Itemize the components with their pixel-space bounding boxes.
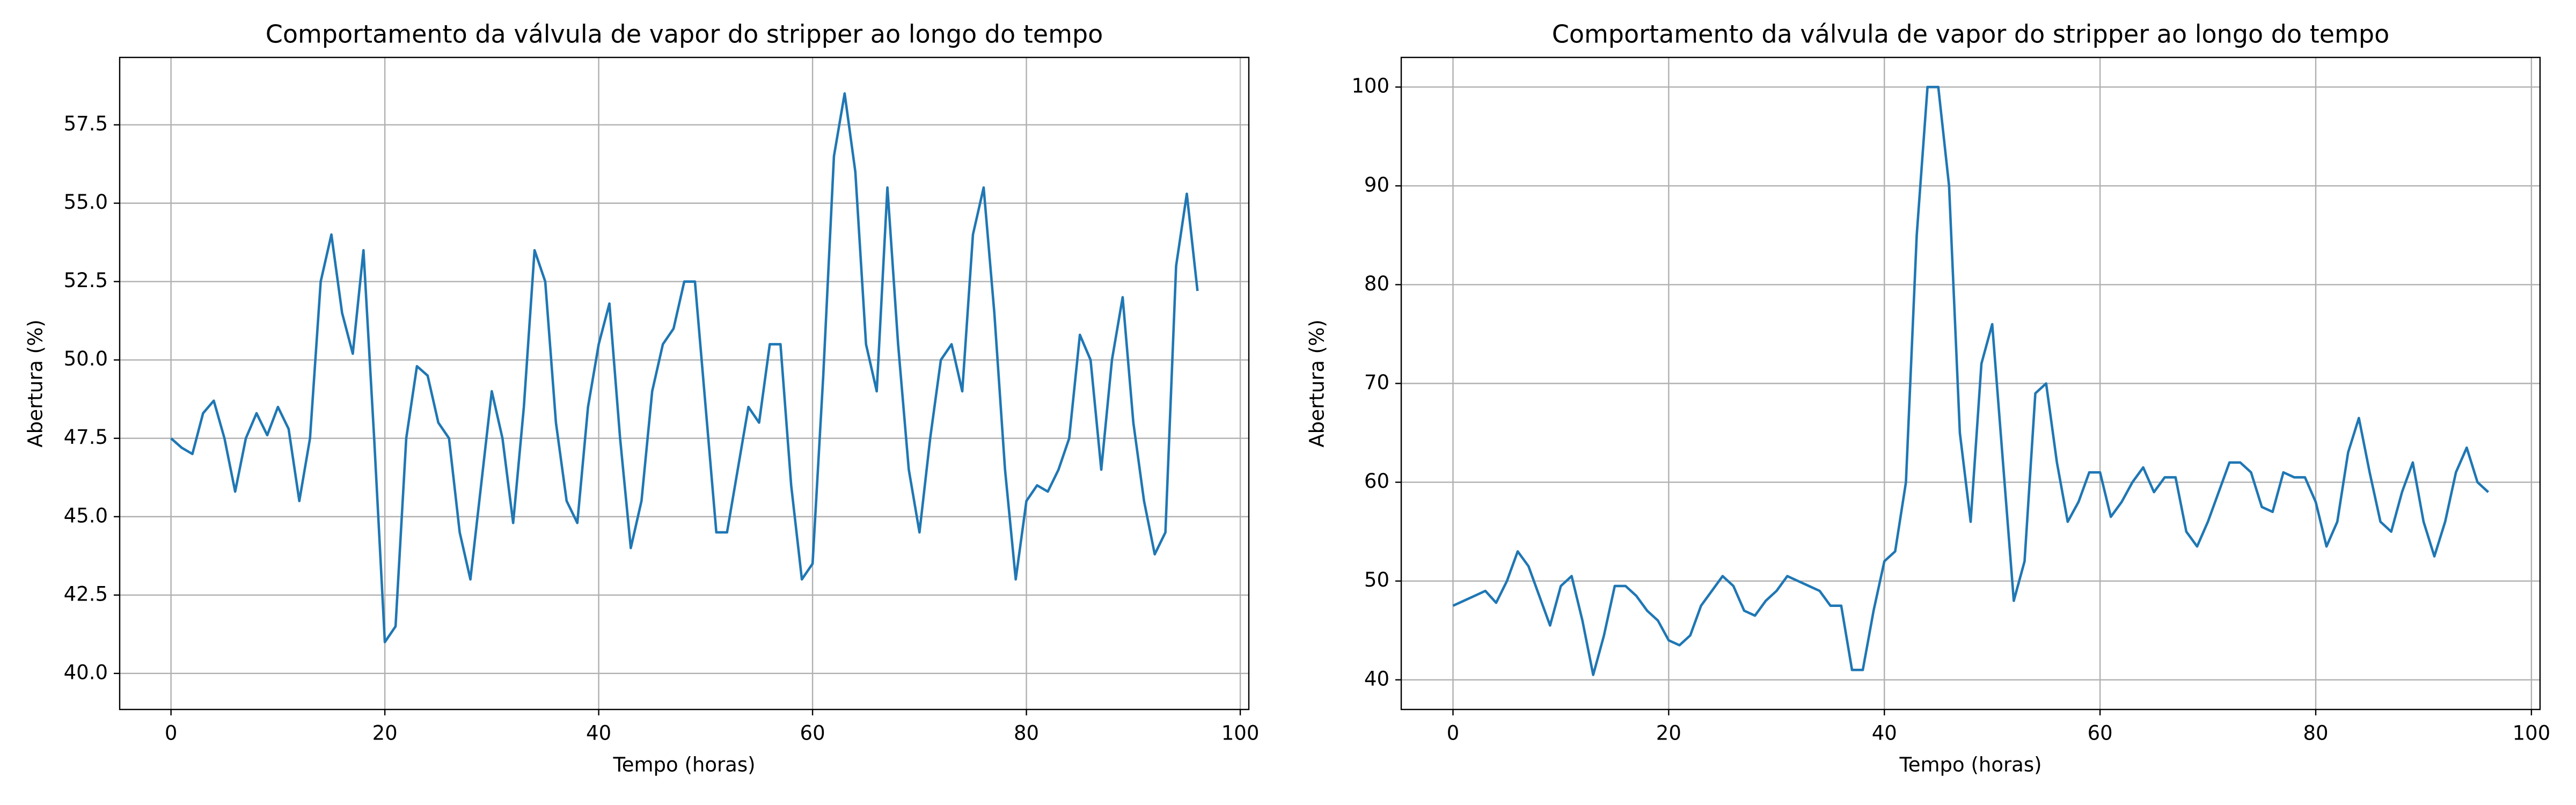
chart-title: Comportamento da válvula de vapor do str… xyxy=(266,20,1103,49)
y-axis-label: Abertura (%) xyxy=(24,319,47,447)
y-tick-label: 80 xyxy=(1364,272,1389,295)
x-tick-label: 0 xyxy=(1447,722,1460,745)
x-tick-label: 20 xyxy=(372,722,398,745)
x-tick-label: 100 xyxy=(2513,722,2551,745)
x-axis-label: Tempo (horas) xyxy=(1899,753,2041,777)
axes-frame xyxy=(1400,56,2541,711)
y-tick-label: 60 xyxy=(1364,470,1389,493)
y-tick-label: 40 xyxy=(1364,667,1389,690)
y-tick-label: 50 xyxy=(1364,568,1389,591)
y-tick-label: 52.5 xyxy=(64,269,108,292)
x-tick-label: 80 xyxy=(1014,722,1039,745)
y-tick-label: 47.5 xyxy=(64,426,108,449)
x-tick-label: 40 xyxy=(1872,722,1897,745)
x-tick-label: 40 xyxy=(586,722,611,745)
y-tick-label: 42.5 xyxy=(64,582,108,605)
axes-frame xyxy=(119,56,1250,711)
y-tick-label: 55.0 xyxy=(64,191,108,214)
y-axis-label: Abertura (%) xyxy=(1306,319,1329,447)
x-tick-label: 60 xyxy=(2088,722,2113,745)
x-tick-label: 100 xyxy=(1221,722,1260,745)
y-tick-label: 57.5 xyxy=(64,112,108,135)
x-tick-label: 20 xyxy=(1656,722,1681,745)
chart-title: Comportamento da válvula de vapor do str… xyxy=(1552,20,2390,49)
y-tick-label: 90 xyxy=(1364,173,1389,196)
y-tick-label: 45.0 xyxy=(64,504,108,527)
x-axis-label: Tempo (horas) xyxy=(612,753,755,777)
y-tick-label: 50.0 xyxy=(64,347,108,370)
x-tick-label: 60 xyxy=(800,722,825,745)
y-tick-label: 40.0 xyxy=(64,661,108,684)
data-line xyxy=(1452,85,2490,676)
y-tick-label: 100 xyxy=(1351,75,1389,98)
y-tick-label: 70 xyxy=(1364,371,1389,394)
x-tick-label: 80 xyxy=(2303,722,2328,745)
data-line xyxy=(170,92,1199,643)
x-tick-label: 0 xyxy=(165,722,178,745)
